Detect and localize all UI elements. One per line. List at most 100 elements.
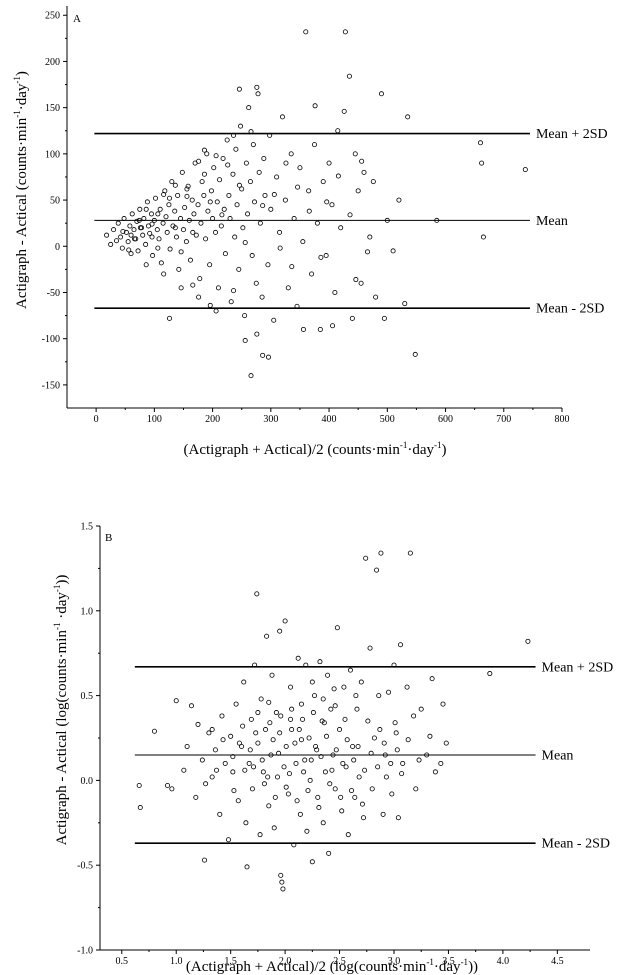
panel-b-data-point <box>353 693 359 699</box>
panel-a-ticks: 0 100 200 300 400 500 600 700 800 -150 -100 -50 0 50 1… <box>42 11 570 425</box>
panel-a-data-point <box>309 271 315 277</box>
panel-a-data-point <box>184 193 190 199</box>
panel-a-data-point <box>522 167 528 173</box>
panel-a-data-point <box>338 225 344 231</box>
panel-b-data-point <box>375 764 381 770</box>
panel-b-data-point <box>300 716 306 722</box>
panel-a-y-tick-label: 100 <box>45 149 60 160</box>
panel-a-data-point <box>271 192 277 198</box>
panel-b-data-point <box>249 786 255 792</box>
panel-b-data-point <box>393 730 399 736</box>
panel-b-data-point <box>231 788 237 794</box>
panel-a-data-point <box>285 285 291 291</box>
panel-b-data-point <box>260 769 266 775</box>
panel-b-data-point <box>257 832 263 838</box>
panel-a-data-point <box>314 220 320 226</box>
panel-b-data-point <box>411 713 417 719</box>
panel-b-data-point <box>283 743 289 749</box>
panel-a-data-point <box>402 301 408 307</box>
panel-b-letter: B <box>105 532 112 544</box>
panel-b-data-point <box>429 676 435 682</box>
panel-b-data-point <box>306 735 312 741</box>
panel-b-chart: 0.5 1.0 1.5 2.0 2.5 3.0 3.5 4.0 4.5 -1.0 -0.5 0.0 0.… <box>52 522 613 975</box>
panel-b-data-point <box>365 718 371 724</box>
panel-b-data-point <box>399 771 405 777</box>
panel-b-data-point <box>266 803 272 809</box>
panel-b-data-point <box>323 733 329 739</box>
panel-a-data-point <box>347 212 353 218</box>
panel-b-data-point <box>202 857 208 863</box>
panel-a-data-point <box>341 108 347 114</box>
panel-a-y-tick-label: -100 <box>42 334 60 345</box>
panel-b-data-point <box>329 767 335 773</box>
panel-b-data-point <box>209 727 215 733</box>
panel-a-y-axis-label: Actigraph - Actical (counts·min-1·day-1) <box>12 71 30 309</box>
panel-a-data-point <box>303 29 309 35</box>
panel-b-data-point <box>317 659 323 665</box>
panel-b-data-point <box>277 730 283 736</box>
panel-b-data-point <box>345 832 351 838</box>
panel-b-data-point <box>298 737 304 743</box>
panel-b-data-point <box>261 781 267 787</box>
panel-a-data-point <box>195 202 201 208</box>
panel-a-data-point <box>190 229 196 235</box>
panel-a-letter: A <box>73 13 81 25</box>
panel-a-data-point <box>155 245 161 251</box>
panel-a-data-point <box>150 253 156 259</box>
panel-b-data-point <box>339 808 345 814</box>
panel-a-data-point <box>320 179 326 185</box>
panel-b-data-point <box>356 774 362 780</box>
panel-a-data-point <box>211 165 217 171</box>
panel-a-data-point <box>232 234 238 240</box>
panel-b-data-point <box>151 728 157 734</box>
panel-a-data-point <box>128 232 134 238</box>
panel-a-data-point <box>221 206 227 212</box>
panel-a-data-point <box>236 86 242 92</box>
panel-a-data-point <box>201 192 207 198</box>
panel-a-x-tick-label: 200 <box>205 414 220 425</box>
panel-b-data-point <box>217 811 223 817</box>
panel-a-data-point <box>359 158 365 164</box>
panel-a-data-point <box>208 188 214 194</box>
panel-b-data-point <box>282 618 288 624</box>
panel-a-data-point <box>260 352 266 358</box>
panel-b-y-tick-label: 1.5 <box>81 522 94 533</box>
panel-a-data-point <box>160 220 166 226</box>
panel-b-data-point <box>309 859 315 865</box>
panel-a-x-axis-label: (Actigraph + Actical)/2 (counts·min-1·da… <box>184 440 447 458</box>
panel-b-y-tick-label: -0.5 <box>77 861 93 872</box>
panel-b-data-point <box>305 788 311 794</box>
panel-b-data-point <box>285 791 291 797</box>
panel-a-data-point <box>358 280 364 286</box>
panel-b-points <box>136 550 531 892</box>
panel-a-data-point <box>193 232 199 238</box>
panel-b-data-point <box>136 782 142 788</box>
panel-a-data-point <box>335 173 341 179</box>
panel-b-data-point <box>389 791 395 797</box>
panel-b-data-point <box>235 798 241 804</box>
panel-b-data-point <box>338 794 344 800</box>
panel-b-x-tick-label: 4.5 <box>551 956 564 967</box>
panel-a-data-point <box>329 202 335 208</box>
panel-a-data-point <box>370 179 376 185</box>
panel-b-data-point <box>314 747 320 753</box>
panel-b-data-point <box>188 703 194 709</box>
panel-b-data-point <box>361 815 367 821</box>
panel-a-data-point <box>353 277 359 283</box>
panel-a-data-point <box>143 206 149 212</box>
panel-b-y-tick-label: 0.0 <box>81 776 94 787</box>
panel-a-reference-line-label: Mean - 2SD <box>536 302 604 317</box>
panel-b-data-point <box>241 679 247 685</box>
panel-b-data-point <box>266 699 272 705</box>
panel-a-data-point <box>222 251 228 257</box>
panel-a-data-point <box>185 183 191 189</box>
panel-b-data-point <box>258 696 264 702</box>
panel-b-data-point <box>239 743 245 749</box>
panel-b-data-point <box>328 706 334 712</box>
panel-b-data-point <box>340 760 346 766</box>
panel-a-data-point <box>311 142 317 148</box>
panel-b-data-point <box>367 645 373 651</box>
panel-b-data-point <box>388 760 394 766</box>
panel-a-data-point <box>167 246 173 252</box>
panel-a-data-point <box>288 151 294 157</box>
